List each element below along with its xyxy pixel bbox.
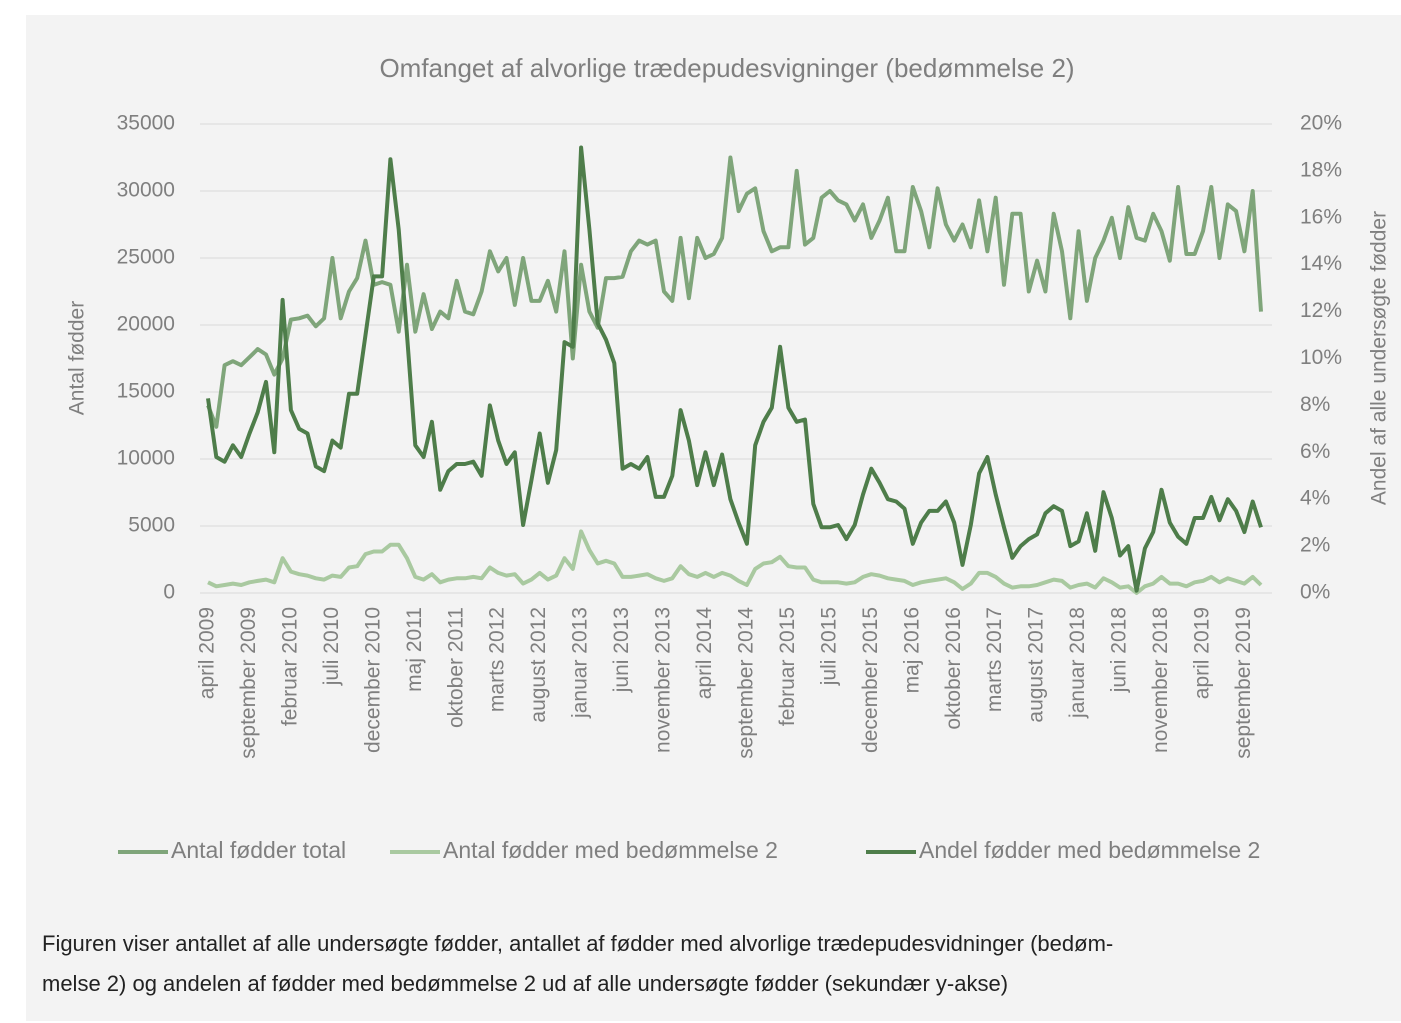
- x-tick-label: maj 2011: [403, 607, 426, 692]
- x-tick-label: april 2019: [1191, 607, 1214, 699]
- x-tick-label: december 2010: [361, 607, 384, 753]
- series-line: [206, 145, 1263, 593]
- y2-tick-label: 16%: [1300, 205, 1342, 228]
- y-tick-label: 20000: [117, 313, 175, 336]
- y-tick-label: 0: [163, 581, 175, 604]
- x-tick-label: marts 2012: [486, 607, 509, 712]
- x-tick-label: november 2013: [652, 607, 675, 753]
- y-tick-label: 15000: [117, 380, 175, 403]
- legend-label: Antal fødder total: [171, 837, 346, 863]
- y2-tick-label: 2%: [1300, 534, 1330, 557]
- x-tick-label: juni 2013: [610, 607, 633, 693]
- series-line: [206, 155, 1263, 429]
- x-tick-label: marts 2017: [983, 607, 1006, 712]
- y-tick-label: 30000: [117, 179, 175, 202]
- x-tick-label: august 2012: [527, 607, 550, 723]
- y2-axis-title: Andel af alle undersøgte fødder: [1368, 211, 1391, 505]
- x-tick-label: december 2015: [859, 607, 882, 753]
- x-tick-label: juli 2015: [817, 607, 840, 686]
- y-tick-label: 5000: [128, 514, 175, 537]
- legend-label: Antal fødder med bedømmelse 2: [443, 837, 778, 863]
- x-tick-label: august 2017: [1025, 607, 1048, 723]
- x-tick-label: september 2009: [237, 607, 260, 759]
- y2-tick-label: 18%: [1300, 158, 1342, 181]
- y-tick-label: 35000: [117, 112, 175, 135]
- y2-tick-label: 0%: [1300, 581, 1330, 604]
- chart-title: Omfanget af alvorlige trædepudesvigninge…: [379, 53, 1074, 83]
- caption: melse 2) og andelen af fødder med bedømm…: [42, 971, 1008, 996]
- y2-tick-label: 14%: [1300, 252, 1342, 275]
- y2-tick-label: 20%: [1300, 112, 1342, 135]
- y2-tick-label: 6%: [1300, 440, 1330, 463]
- y-tick-label: 25000: [117, 246, 175, 269]
- x-tick-label: september 2014: [734, 607, 757, 759]
- x-tick-label: februar 2010: [278, 607, 301, 726]
- x-tick-label: april 2009: [196, 607, 219, 699]
- x-tick-label: juli 2010: [320, 607, 343, 686]
- x-tick-label: september 2019: [1232, 607, 1255, 759]
- panel: [26, 15, 1401, 1021]
- y2-tick-label: 4%: [1300, 487, 1330, 510]
- y2-tick-label: 8%: [1300, 393, 1330, 416]
- x-tick-label: oktober 2016: [942, 607, 965, 730]
- x-tick-label: oktober 2011: [444, 607, 467, 728]
- y-axis-title: Antal fødder: [66, 301, 89, 415]
- x-tick-label: februar 2015: [776, 607, 799, 726]
- y2-tick-label: 10%: [1300, 346, 1342, 369]
- y-tick-label: 10000: [117, 447, 175, 470]
- x-tick-label: juni 2018: [1108, 607, 1131, 693]
- caption: Figuren viser antallet af alle undersøgt…: [42, 931, 1113, 956]
- legend-label: Andel fødder med bedømmelse 2: [919, 837, 1260, 863]
- x-tick-label: maj 2016: [900, 607, 923, 693]
- x-tick-label: november 2018: [1149, 607, 1172, 753]
- x-tick-label: januar 2013: [569, 607, 592, 719]
- y2-tick-label: 12%: [1300, 299, 1342, 322]
- x-tick-label: april 2014: [693, 607, 716, 700]
- x-tick-label: januar 2018: [1066, 607, 1089, 719]
- series-line: [207, 529, 1263, 595]
